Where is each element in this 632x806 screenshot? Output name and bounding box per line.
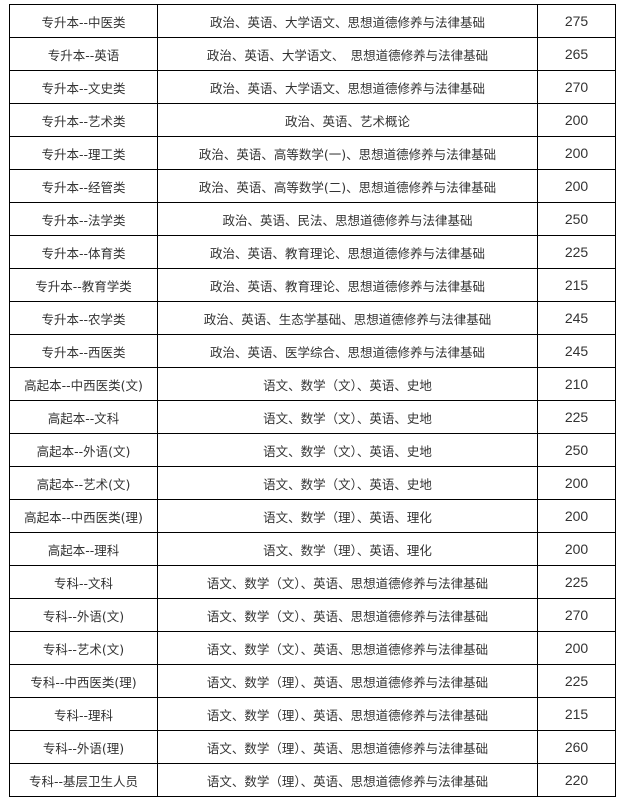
subjects-cell: 政治、英语、教育理论、思想道德修养与法律基础: [157, 235, 538, 269]
table-row: 高起本--艺术(文) 语文、数学（文）、英语、史地 200: [9, 466, 616, 500]
category-cell: 专科--基层卫生人员: [9, 763, 158, 797]
category-cell: 专升本--英语: [9, 37, 158, 71]
subjects-cell: 政治、英语、民法、思想道德修养与法律基础: [157, 202, 538, 236]
subjects-cell: 语文、数学（理）、英语、理化: [157, 532, 538, 566]
category-cell: 高起本--中西医类(理): [9, 499, 158, 533]
category-cell: 专升本--西医类: [9, 334, 158, 368]
table-row: 专科--中西医类(理) 语文、数学（理）、英语、思想道德修养与法律基础 225: [9, 664, 616, 698]
score-cell: 200: [537, 532, 616, 566]
subjects-cell: 政治、英语、大学语文、 思想道德修养与法律基础: [157, 37, 538, 71]
subjects-cell: 语文、数学（理）、英语、思想道德修养与法律基础: [157, 664, 538, 698]
score-cell: 270: [537, 70, 616, 104]
subjects-cell: 政治、英语、大学语文、思想道德修养与法律基础: [157, 4, 538, 38]
subjects-cell: 政治、英语、教育理论、思想道德修养与法律基础: [157, 268, 538, 302]
table-row: 专升本--西医类 政治、英语、医学综合、思想道德修养与法律基础 245: [9, 334, 616, 368]
score-cell: 250: [537, 202, 616, 236]
score-cell: 200: [537, 466, 616, 500]
table-row: 高起本--文科 语文、数学（文）、英语、史地 225: [9, 400, 616, 434]
score-cell: 250: [537, 433, 616, 467]
table-row: 专科--文科 语文、数学（文）、英语、思想道德修养与法律基础 225: [9, 565, 616, 599]
score-cell: 245: [537, 334, 616, 368]
subjects-cell: 语文、数学（文）、英语、史地: [157, 400, 538, 434]
table-body: 专升本--中医类 政治、英语、大学语文、思想道德修养与法律基础 275 专升本--英语…: [9, 4, 616, 797]
table-row: 专升本--教育学类 政治、英语、教育理论、思想道德修养与法律基础 215: [9, 268, 616, 302]
score-cell: 275: [537, 4, 616, 38]
table-row: 高起本--中西医类(文) 语文、数学（文）、英语、史地 210: [9, 367, 616, 401]
table-row: 专科--外语(文) 语文、数学（文）、英语、思想道德修养与法律基础 270: [9, 598, 616, 632]
table-row: 专升本--农学类 政治、英语、生态学基础、思想道德修养与法律基础 245: [9, 301, 616, 335]
subjects-cell: 政治、英语、高等数学(一)、思想道德修养与法律基础: [157, 136, 538, 170]
subjects-cell: 语文、数学（理）、英语、理化: [157, 499, 538, 533]
subjects-cell: 语文、数学（文）、英语、史地: [157, 433, 538, 467]
subjects-cell: 语文、数学（理）、英语、思想道德修养与法律基础: [157, 730, 538, 764]
table-row: 专升本--文史类 政治、英语、大学语文、思想道德修养与法律基础 270: [9, 70, 616, 104]
score-cell: 215: [537, 697, 616, 731]
score-cell: 265: [537, 37, 616, 71]
subjects-cell: 语文、数学（文）、英语、思想道德修养与法律基础: [157, 565, 538, 599]
subjects-cell: 语文、数学（理）、英语、思想道德修养与法律基础: [157, 697, 538, 731]
category-cell: 专升本--艺术类: [9, 103, 158, 137]
category-cell: 专升本--经管类: [9, 169, 158, 203]
score-cell: 270: [537, 598, 616, 632]
subjects-cell: 语文、数学（理）、英语、思想道德修养与法律基础: [157, 763, 538, 797]
category-cell: 专升本--教育学类: [9, 268, 158, 302]
score-cell: 245: [537, 301, 616, 335]
exam-subjects-table: 专升本--中医类 政治、英语、大学语文、思想道德修养与法律基础 275 专升本--英语…: [9, 4, 616, 797]
subjects-cell: 政治、英语、高等数学(二)、思想道德修养与法律基础: [157, 169, 538, 203]
table-row: 专科--理科 语文、数学（理）、英语、思想道德修养与法律基础 215: [9, 697, 616, 731]
category-cell: 专科--理科: [9, 697, 158, 731]
category-cell: 高起本--理科: [9, 532, 158, 566]
table-row: 专科--基层卫生人员 语文、数学（理）、英语、思想道德修养与法律基础 220: [9, 763, 616, 797]
category-cell: 专科--外语(文): [9, 598, 158, 632]
category-cell: 高起本--中西医类(文): [9, 367, 158, 401]
category-cell: 专科--中西医类(理): [9, 664, 158, 698]
category-cell: 专升本--中医类: [9, 4, 158, 38]
table-row: 专科--外语(理) 语文、数学（理）、英语、思想道德修养与法律基础 260: [9, 730, 616, 764]
subjects-cell: 语文、数学（文）、英语、思想道德修养与法律基础: [157, 598, 538, 632]
subjects-cell: 政治、英语、大学语文、思想道德修养与法律基础: [157, 70, 538, 104]
category-cell: 专科--外语(理): [9, 730, 158, 764]
score-cell: 215: [537, 268, 616, 302]
score-cell: 225: [537, 565, 616, 599]
table-row: 专科--艺术(文) 语文、数学（文）、英语、思想道德修养与法律基础 200: [9, 631, 616, 665]
subjects-cell: 政治、英语、生态学基础、思想道德修养与法律基础: [157, 301, 538, 335]
score-cell: 200: [537, 169, 616, 203]
subjects-cell: 政治、英语、艺术概论: [157, 103, 538, 137]
score-cell: 225: [537, 400, 616, 434]
category-cell: 专升本--体育类: [9, 235, 158, 269]
subjects-cell: 语文、数学（文）、英语、史地: [157, 367, 538, 401]
score-cell: 200: [537, 499, 616, 533]
score-cell: 200: [537, 631, 616, 665]
score-cell: 225: [537, 235, 616, 269]
table-row: 专升本--体育类 政治、英语、教育理论、思想道德修养与法律基础 225: [9, 235, 616, 269]
score-cell: 220: [537, 763, 616, 797]
category-cell: 高起本--艺术(文): [9, 466, 158, 500]
subjects-cell: 政治、英语、医学综合、思想道德修养与法律基础: [157, 334, 538, 368]
category-cell: 专科--文科: [9, 565, 158, 599]
score-cell: 260: [537, 730, 616, 764]
category-cell: 专升本--法学类: [9, 202, 158, 236]
table-row: 专升本--法学类 政治、英语、民法、思想道德修养与法律基础 250: [9, 202, 616, 236]
score-cell: 200: [537, 103, 616, 137]
subjects-cell: 语文、数学（文）、英语、史地: [157, 466, 538, 500]
table-row: 专升本--中医类 政治、英语、大学语文、思想道德修养与法律基础 275: [9, 4, 616, 38]
subjects-cell: 语文、数学（文）、英语、思想道德修养与法律基础: [157, 631, 538, 665]
table-row: 专升本--理工类 政治、英语、高等数学(一)、思想道德修养与法律基础 200: [9, 136, 616, 170]
table-row: 专升本--英语 政治、英语、大学语文、 思想道德修养与法律基础 265: [9, 37, 616, 71]
score-cell: 200: [537, 136, 616, 170]
table-row: 高起本--理科 语文、数学（理）、英语、理化 200: [9, 532, 616, 566]
table-row: 高起本--中西医类(理) 语文、数学（理）、英语、理化 200: [9, 499, 616, 533]
score-cell: 210: [537, 367, 616, 401]
category-cell: 高起本--外语(文): [9, 433, 158, 467]
category-cell: 高起本--文科: [9, 400, 158, 434]
table-row: 专升本--艺术类 政治、英语、艺术概论 200: [9, 103, 616, 137]
category-cell: 专升本--文史类: [9, 70, 158, 104]
score-cell: 225: [537, 664, 616, 698]
category-cell: 专升本--理工类: [9, 136, 158, 170]
table-row: 专升本--经管类 政治、英语、高等数学(二)、思想道德修养与法律基础 200: [9, 169, 616, 203]
category-cell: 专科--艺术(文): [9, 631, 158, 665]
category-cell: 专升本--农学类: [9, 301, 158, 335]
table-row: 高起本--外语(文) 语文、数学（文）、英语、史地 250: [9, 433, 616, 467]
